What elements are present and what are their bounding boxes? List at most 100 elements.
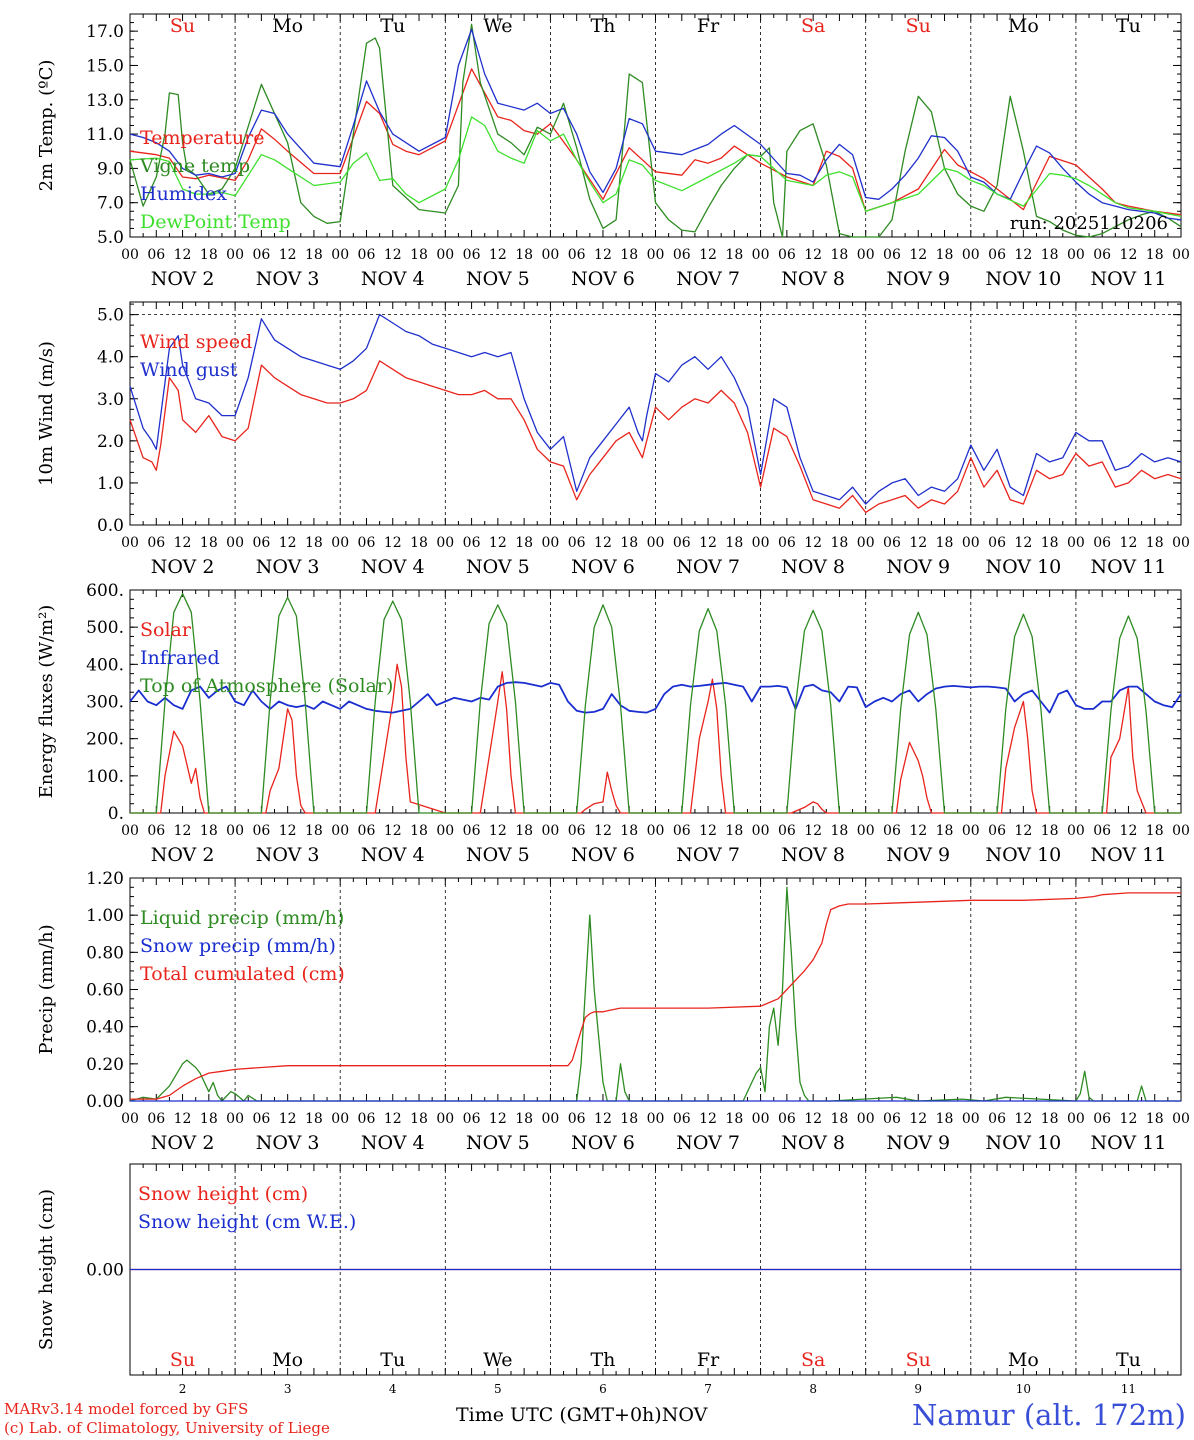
bottom-day-number: 9 <box>914 1382 922 1395</box>
precip-x-tick-label: 18 <box>936 1111 954 1127</box>
temp-date-label: NOV 3 <box>256 268 320 290</box>
energy-date-label: NOV 9 <box>886 844 950 866</box>
energy-x-tick-label: 00 <box>1172 823 1190 839</box>
temp-x-tick-label: 18 <box>725 247 743 263</box>
bottom-weekday-label: Tu <box>1116 1349 1141 1371</box>
temp-legend-item: Vigne temp <box>139 155 250 177</box>
energy-x-tick-label: 18 <box>936 823 954 839</box>
wind-date-label: NOV 2 <box>151 556 215 578</box>
temp-series-vigne-temp <box>129 23 1182 238</box>
energy-x-tick-label: 12 <box>699 823 717 839</box>
energy-x-tick-label: 00 <box>1067 823 1085 839</box>
bottom-weekday-label: We <box>483 1349 512 1371</box>
wind-x-tick-label: 12 <box>1014 535 1032 551</box>
snow-panel: 0.00 Snow height (cm) Snow height (cm) Snow… <box>36 1163 1182 1396</box>
energy-x-tick-label: 18 <box>620 823 638 839</box>
precip-y-tick-label: 0.20 <box>86 1055 124 1075</box>
temp-x-tick-label: 18 <box>936 247 954 263</box>
wind-x-tick-label: 00 <box>857 535 875 551</box>
wind-y-tick-label: 5.0 <box>97 306 124 326</box>
temp-series-humidex <box>129 28 1182 221</box>
top-weekday-label: Sa <box>801 15 825 37</box>
wind-x-tick-label: 18 <box>200 535 218 551</box>
temp-x-tick-label: 18 <box>1041 247 1059 263</box>
energy-x-tick-label: 12 <box>279 823 297 839</box>
wind-x-tick-label: 00 <box>752 535 770 551</box>
wind-x-tick-label: 12 <box>594 535 612 551</box>
energy-y-tick-label: 200. <box>86 730 124 750</box>
top-weekday-label: Tu <box>380 15 405 37</box>
temp-x-tick-label: 00 <box>857 247 875 263</box>
bottom-day-number: 11 <box>1121 1382 1136 1395</box>
precip-series-total-cumulated-cm- <box>130 892 1181 1100</box>
temp-x-tick-label: 00 <box>647 247 665 263</box>
precip-x-tick-label: 06 <box>252 1111 270 1127</box>
energy-x-tick-label: 06 <box>778 823 796 839</box>
precip-x-tick-label: 00 <box>962 1111 980 1127</box>
wind-x-tick-label: 18 <box>1041 535 1059 551</box>
wind-x-tick-label: 12 <box>699 535 717 551</box>
precip-date-label: NOV 7 <box>676 1132 740 1154</box>
temp-panel: 5.0 7.0 9.0 11.0 13.0 15.0 17.0 2m Temp. (ºC) Te… <box>36 13 1190 290</box>
temp-date-label: NOV 9 <box>886 268 950 290</box>
temp-x-tick-label: 18 <box>620 247 638 263</box>
energy-x-tick-label: 12 <box>909 823 927 839</box>
energy-legend-item: Infrared <box>140 647 220 669</box>
wind-x-tick-label: 12 <box>174 535 192 551</box>
wind-panel: 0.0 1.0 2.0 3.0 4.0 5.0 10m Wind (m/s) Wind spe… <box>36 301 1190 578</box>
energy-x-tick-label: 12 <box>384 823 402 839</box>
temp-legend-item: Humidex <box>140 183 227 205</box>
wind-date-label: NOV 6 <box>571 556 635 578</box>
energy-x-tick-label: 18 <box>305 823 323 839</box>
precip-x-tick-label: 00 <box>436 1111 454 1127</box>
precip-x-tick-label: 12 <box>489 1111 507 1127</box>
energy-x-tick-label: 06 <box>988 823 1006 839</box>
precip-y-tick-label: 0.60 <box>86 981 124 1001</box>
temp-y-axis-title: 2m Temp. (ºC) <box>36 60 57 192</box>
precip-x-tick-label: 18 <box>410 1111 428 1127</box>
precip-x-tick-label: 06 <box>778 1111 796 1127</box>
energy-date-label: NOV 7 <box>676 844 740 866</box>
energy-x-tick-label: 06 <box>358 823 376 839</box>
precip-x-tick-label: 12 <box>909 1111 927 1127</box>
wind-y-tick-label: 0.0 <box>97 516 124 536</box>
wind-x-tick-label: 06 <box>463 535 481 551</box>
temp-date-label: NOV 11 <box>1091 268 1167 290</box>
temp-y-tick-label: 9.0 <box>97 159 124 179</box>
temp-x-tick-label: 18 <box>305 247 323 263</box>
bottom-day-number: 8 <box>809 1382 817 1395</box>
precip-date-label: NOV 10 <box>985 1132 1061 1154</box>
wind-x-tick-label: 18 <box>725 535 743 551</box>
bottom-weekday-label: Th <box>590 1349 615 1371</box>
bottom-weekday-label: Tu <box>380 1349 405 1371</box>
precip-x-tick-label: 00 <box>752 1111 770 1127</box>
wind-frame <box>129 301 1182 526</box>
temp-x-tick-label: 06 <box>988 247 1006 263</box>
temp-series-temperature <box>129 68 1182 216</box>
temp-x-tick-label: 12 <box>804 247 822 263</box>
energy-x-tick-label: 00 <box>436 823 454 839</box>
energy-y-axis-title: Energy fluxes (W/m²) <box>36 605 57 799</box>
bottom-weekday-label: Su <box>906 1349 931 1371</box>
precip-y-tick-label: 0.40 <box>86 1018 124 1038</box>
temp-x-tick-label: 12 <box>489 247 507 263</box>
precip-x-tick-label: 12 <box>1120 1111 1138 1127</box>
precip-y-axis-title: Precip (mm/h) <box>36 924 57 1054</box>
precip-x-tick-label: 12 <box>699 1111 717 1127</box>
energy-x-tick-label: 00 <box>541 823 559 839</box>
wind-x-tick-label: 06 <box>252 535 270 551</box>
energy-x-tick-label: 18 <box>515 823 533 839</box>
temp-x-tick-label: 12 <box>1014 247 1032 263</box>
energy-x-tick-label: 06 <box>463 823 481 839</box>
model-credit: MARv3.14 model forced by GFS <box>4 1400 249 1418</box>
precip-x-tick-label: 00 <box>226 1111 244 1127</box>
temp-y-tick-label: 17.0 <box>86 22 124 42</box>
energy-x-tick-label: 18 <box>725 823 743 839</box>
wind-x-tick-label: 12 <box>804 535 822 551</box>
temp-series-line <box>129 116 1182 218</box>
temp-x-tick-label: 18 <box>1146 247 1164 263</box>
temp-x-tick-label: 00 <box>121 247 139 263</box>
wind-x-tick-label: 06 <box>358 535 376 551</box>
energy-date-label: NOV 10 <box>985 844 1061 866</box>
precip-x-tick-label: 06 <box>988 1111 1006 1127</box>
